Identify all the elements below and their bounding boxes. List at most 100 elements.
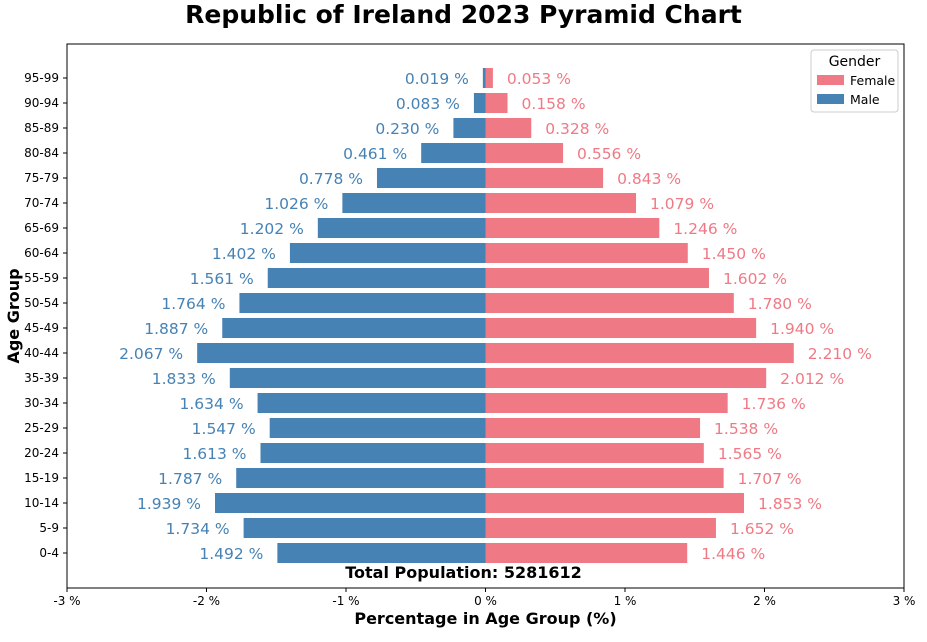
female-bar <box>485 543 688 563</box>
female-bar <box>485 468 724 488</box>
female-bar <box>485 268 709 288</box>
female-bar <box>485 443 704 463</box>
female-value-label: 1.707 % <box>738 470 802 488</box>
female-value-label: 1.538 % <box>714 420 778 438</box>
male-bar <box>222 318 486 338</box>
female-bar <box>485 343 794 363</box>
female-bar <box>485 393 728 413</box>
y-tick-label: 75-79 <box>24 171 59 185</box>
male-bar <box>239 293 486 313</box>
legend-label-male: Male <box>850 92 880 107</box>
y-axis-label: Age Group <box>4 268 23 363</box>
female-value-label: 1.736 % <box>742 395 806 413</box>
male-value-label: 1.764 % <box>161 295 225 313</box>
male-bar <box>482 68 486 88</box>
female-value-label: 1.446 % <box>701 545 765 563</box>
female-value-label: 1.853 % <box>758 495 822 513</box>
female-bar <box>485 93 508 113</box>
male-bar <box>236 468 486 488</box>
y-tick-label: 30-34 <box>24 396 59 410</box>
male-bar <box>267 268 486 288</box>
female-value-label: 2.012 % <box>780 370 844 388</box>
female-value-label: 1.602 % <box>723 270 787 288</box>
x-tick-label: 2 % <box>753 594 776 608</box>
female-value-label: 0.843 % <box>617 170 681 188</box>
female-bar <box>485 68 493 88</box>
male-bar <box>453 118 486 138</box>
male-value-label: 1.547 % <box>192 420 256 438</box>
female-bar <box>485 218 660 238</box>
female-value-label: 0.556 % <box>577 145 641 163</box>
female-value-label: 0.328 % <box>545 120 609 138</box>
x-tick-label: 1 % <box>614 594 637 608</box>
male-value-label: 1.734 % <box>166 520 230 538</box>
legend-label-female: Female <box>850 73 896 88</box>
female-bar <box>485 368 767 388</box>
y-tick-label: 80-84 <box>24 146 59 160</box>
male-bar <box>215 493 486 513</box>
male-value-label: 0.778 % <box>299 170 363 188</box>
male-value-label: 1.634 % <box>180 395 244 413</box>
total-population-annotation: Total Population: 5281612 <box>345 563 582 582</box>
male-bar <box>257 393 486 413</box>
y-tick-label: 20-24 <box>24 446 59 460</box>
female-value-label: 1.565 % <box>718 445 782 463</box>
legend-swatch-female <box>817 75 844 85</box>
legend-title: Gender <box>829 54 881 70</box>
y-tick-label: 85-89 <box>24 121 59 135</box>
y-tick-label: 25-29 <box>24 421 59 435</box>
male-bar <box>243 518 486 538</box>
y-tick-label: 0-4 <box>39 546 59 560</box>
y-tick-label: 50-54 <box>24 296 59 310</box>
male-value-label: 1.887 % <box>144 320 208 338</box>
female-bar <box>485 318 757 338</box>
female-value-label: 1.246 % <box>673 220 737 238</box>
male-value-label: 1.492 % <box>199 545 263 563</box>
male-value-label: 0.019 % <box>405 70 469 88</box>
female-bar <box>485 243 688 263</box>
female-bar <box>485 293 734 313</box>
female-value-label: 1.940 % <box>770 320 834 338</box>
female-value-label: 1.652 % <box>730 520 794 538</box>
male-value-label: 1.833 % <box>152 370 216 388</box>
female-value-label: 1.450 % <box>702 245 766 263</box>
male-value-label: 0.230 % <box>375 120 439 138</box>
male-bar <box>289 243 486 263</box>
female-value-label: 1.079 % <box>650 195 714 213</box>
y-tick-label: 10-14 <box>24 496 59 510</box>
male-value-label: 1.787 % <box>158 470 222 488</box>
chart-title: Republic of Ireland 2023 Pyramid Chart <box>185 0 742 29</box>
male-bar <box>376 168 486 188</box>
x-tick-label: -2 % <box>193 594 220 608</box>
y-tick-label: 55-59 <box>24 271 59 285</box>
x-tick-label: 0 % <box>474 594 497 608</box>
male-bar <box>197 343 486 363</box>
male-bar <box>342 193 486 213</box>
legend-swatch-male <box>817 94 844 104</box>
female-bar <box>485 168 604 188</box>
y-tick-label: 70-74 <box>24 196 59 210</box>
female-bar <box>485 118 532 138</box>
male-value-label: 1.402 % <box>212 245 276 263</box>
male-value-label: 2.067 % <box>119 345 183 363</box>
male-value-label: 0.083 % <box>396 95 460 113</box>
y-tick-label: 35-39 <box>24 371 59 385</box>
y-tick-label: 95-99 <box>24 71 59 85</box>
male-bar <box>473 93 486 113</box>
male-bar <box>317 218 486 238</box>
x-axis-label: Percentage in Age Group (%) <box>354 609 616 628</box>
y-tick-label: 90-94 <box>24 96 59 110</box>
female-value-label: 0.053 % <box>507 70 571 88</box>
male-bar <box>421 143 486 163</box>
x-tick-label: -3 % <box>53 594 80 608</box>
female-value-label: 0.158 % <box>522 95 586 113</box>
female-bar <box>485 143 564 163</box>
male-value-label: 1.613 % <box>182 445 246 463</box>
male-bar <box>277 543 486 563</box>
x-tick-label: -1 % <box>332 594 359 608</box>
male-bar <box>260 443 486 463</box>
female-bar <box>485 418 701 438</box>
male-bar <box>229 368 486 388</box>
male-value-label: 1.939 % <box>137 495 201 513</box>
